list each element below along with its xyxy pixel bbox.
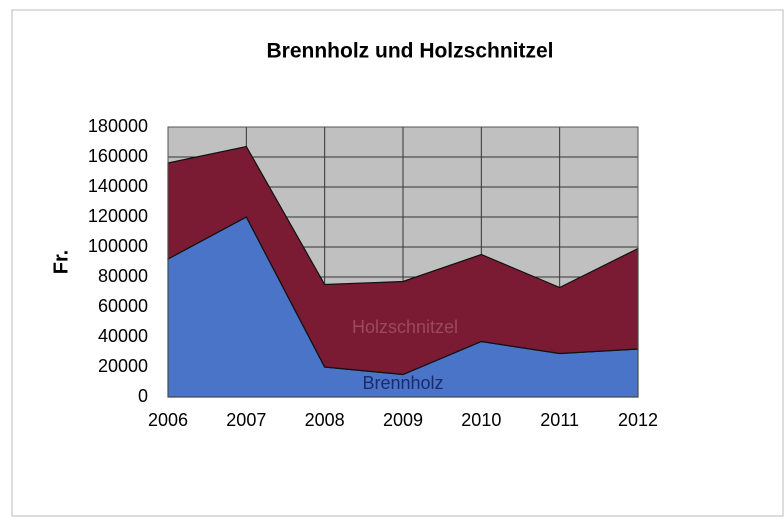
y-tick-label: 140000 (88, 176, 148, 196)
x-tick-label: 2010 (461, 410, 501, 430)
y-tick-label: 60000 (98, 296, 148, 316)
y-tick-label: 120000 (88, 206, 148, 226)
y-tick-label: 180000 (88, 116, 148, 136)
x-tick-label: 2008 (305, 410, 345, 430)
x-tick-label: 2006 (148, 410, 188, 430)
y-tick-label: 40000 (98, 326, 148, 346)
y-tick-label: 0 (138, 386, 148, 406)
x-tick-label: 2012 (618, 410, 658, 430)
chart-title: Brennholz und Holzschnitzel (267, 40, 554, 63)
y-tick-label: 20000 (98, 356, 148, 376)
series-label: Brennholz (362, 373, 443, 393)
y-tick-label: 160000 (88, 146, 148, 166)
plot-border (167, 126, 639, 398)
x-tick-label: 2009 (383, 410, 423, 430)
y-tick-label: 100000 (88, 236, 148, 256)
x-tick-label: 2011 (540, 410, 579, 430)
y-tick-label: 80000 (98, 266, 148, 286)
y-axis-label: Fr. (50, 250, 72, 274)
series-label: Holzschnitzel (352, 317, 458, 337)
x-tick-label: 2007 (226, 410, 266, 430)
